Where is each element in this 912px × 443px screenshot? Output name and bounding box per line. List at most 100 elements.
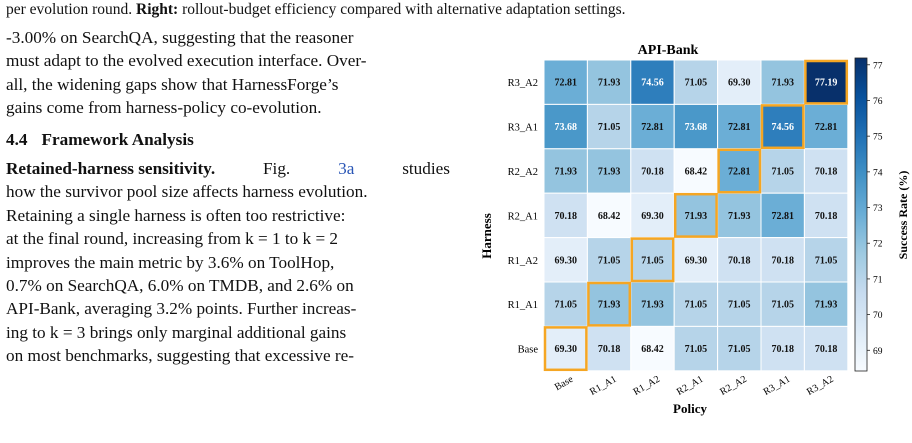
body-text-column: -3.00% on SearchQA, suggesting that the …: [6, 26, 450, 367]
text-line: improves the main metric by 3.6% on Tool…: [6, 252, 335, 272]
heatmap-cell-value: 71.05: [685, 300, 708, 311]
heatmap-cell: [543, 59, 588, 105]
text-line: Retained-harness sensitivity. Fig. 3a st…: [6, 157, 450, 180]
x-tick-label: R1_A1: [588, 374, 619, 398]
text-fig-label: Fig.: [263, 158, 291, 178]
x-tick-label: Base: [553, 374, 576, 394]
text-line: 0.7% on SearchQA, 6.0% on TMDB, and 2.6%…: [6, 275, 354, 295]
heatmap-cell-value: 72.81: [641, 122, 664, 133]
section-number: 4.4: [6, 129, 28, 149]
x-tick-label: R3_A2: [805, 374, 836, 398]
heatmap-cell: [630, 148, 675, 194]
heatmap-cell: [717, 325, 762, 372]
section-title: Framework Analysis: [41, 129, 194, 149]
colorbar-tick-label: 77: [873, 61, 883, 71]
y-tick-label: R1_A2: [508, 256, 538, 267]
heatmap-cell-value: 71.05: [685, 78, 708, 89]
y-axis-label: Harness: [479, 213, 494, 259]
section-heading: 4.4 Framework Analysis: [6, 128, 450, 151]
heatmap-cell-value: 71.93: [771, 78, 794, 89]
heatmap-cell-value: 69.30: [554, 255, 577, 266]
caption-text-rest: rollout-budget efficiency compared with …: [182, 1, 626, 18]
highlight-cell-border: [717, 148, 762, 194]
heatmap-cell-value: 70.18: [815, 344, 838, 355]
colorbar-label: Success Rate (%): [896, 171, 910, 260]
y-tick-label: R2_A1: [508, 211, 538, 222]
text-line: API-Bank, averaging 3.2% points. Further…: [6, 299, 357, 319]
heatmap-cell: [760, 148, 805, 194]
heatmap-cell: [760, 192, 805, 239]
y-tick-label: R3_A2: [508, 78, 538, 89]
y-tick-label: R1_A1: [508, 300, 538, 311]
heatmap-cell-value: 71.93: [598, 167, 621, 178]
chart-title: API-Bank: [638, 43, 699, 58]
heatmap-cell-value: 71.05: [771, 300, 794, 311]
heatmap-cell-value: 71.93: [728, 211, 751, 222]
heatmap-cell: [717, 103, 762, 150]
heatmap-cell-value: 74.56: [641, 78, 664, 89]
text-line: must adapt to the evolved execution inte…: [6, 51, 367, 71]
heatmap-cell-value: 71.93: [554, 167, 577, 178]
heatmap-cell: [673, 325, 719, 372]
text-line: on most benchmarks, suggesting that exce…: [6, 346, 354, 366]
text-line: at the final round, increasing from k = …: [6, 229, 339, 249]
text-line: ing to k = 3 brings only marginal additi…: [6, 322, 347, 342]
heatmap-cell: [586, 59, 632, 105]
heatmap-cell: [543, 281, 588, 327]
heatmap-cell: [717, 148, 762, 194]
text-line: how the survivor pool size affects harne…: [6, 182, 368, 202]
heatmap-cell-value: 71.93: [598, 78, 621, 89]
heatmap-cell: [717, 281, 762, 327]
heatmap-cell: [586, 192, 632, 239]
text-line: gains come from harness-policy co-evolut…: [6, 98, 322, 118]
highlight-cell-border: [760, 104, 805, 150]
heatmap-cell-value: 68.42: [641, 344, 664, 355]
heatmap-cell: [760, 59, 805, 105]
heatmap-cell-value: 72.81: [728, 167, 751, 178]
heatmap-cell-value: 68.42: [598, 211, 621, 222]
heatmap-cell-value: 72.81: [815, 122, 838, 133]
x-axis-label: Policy: [673, 401, 707, 416]
colorbar: [854, 57, 868, 372]
x-tick-label: R1_A2: [631, 374, 662, 398]
y-tick-label: Base: [518, 345, 539, 356]
heatmap-cell: [586, 148, 632, 194]
colorbar-tick-label: 73: [873, 204, 883, 214]
heatmap-cell: [673, 148, 719, 194]
heatmap-cell: [630, 103, 675, 150]
heatmap-cell: [803, 281, 849, 327]
colorbar-tick-label: 69: [873, 347, 883, 357]
heatmap-cell-value: 69.30: [641, 211, 664, 222]
highlight-cell-border: [804, 59, 849, 105]
text-line: all, the widening gaps show that Harness…: [6, 74, 339, 94]
heatmap-cell: [760, 325, 805, 372]
colorbar-tick-label: 71: [873, 275, 883, 285]
text-line: -3.00% on SearchQA, suggesting that the …: [6, 28, 354, 47]
y-tick-label: R2_A2: [508, 167, 538, 178]
heatmap-cell-value: 73.68: [685, 122, 708, 133]
text-line: Retaining a single harness is often too …: [6, 205, 346, 225]
heatmap-cell-value: 68.42: [685, 167, 708, 178]
figure-reference-link[interactable]: 3a: [338, 158, 355, 178]
heatmap-cell-value: 69.30: [728, 78, 751, 89]
heatmap-cell-value: 72.81: [554, 78, 577, 89]
y-tick-label: R3_A1: [508, 123, 538, 134]
heatmap-cell-value: 77.19: [815, 78, 838, 89]
x-tick-label: R3_A1: [762, 374, 793, 398]
heatmap-cell-value: 70.18: [641, 167, 664, 178]
figure-caption: per evolution round. Right: rollout-budg…: [6, 0, 906, 19]
caption-right-label: Right:: [136, 1, 179, 18]
colorbar-tick-label: 70: [873, 311, 883, 321]
heatmap-cell-value: 71.05: [815, 255, 838, 266]
heatmap-cell-value: 69.30: [685, 255, 708, 266]
paragraph-lead: Retained-harness sensitivity.: [6, 158, 216, 178]
highlight-cell-border: [587, 281, 632, 327]
heatmap-cell: [803, 192, 849, 239]
heatmap-cell-value: 70.18: [598, 344, 621, 355]
heatmap-cell-value: 69.30: [554, 344, 577, 355]
caption-text: per evolution round.: [6, 1, 133, 18]
heatmap-cell: [543, 192, 588, 239]
heatmap-cell-value: 70.18: [815, 167, 838, 178]
heatmap-cell-value: 71.05: [598, 255, 621, 266]
colorbar-tick-label: 72: [873, 240, 883, 250]
